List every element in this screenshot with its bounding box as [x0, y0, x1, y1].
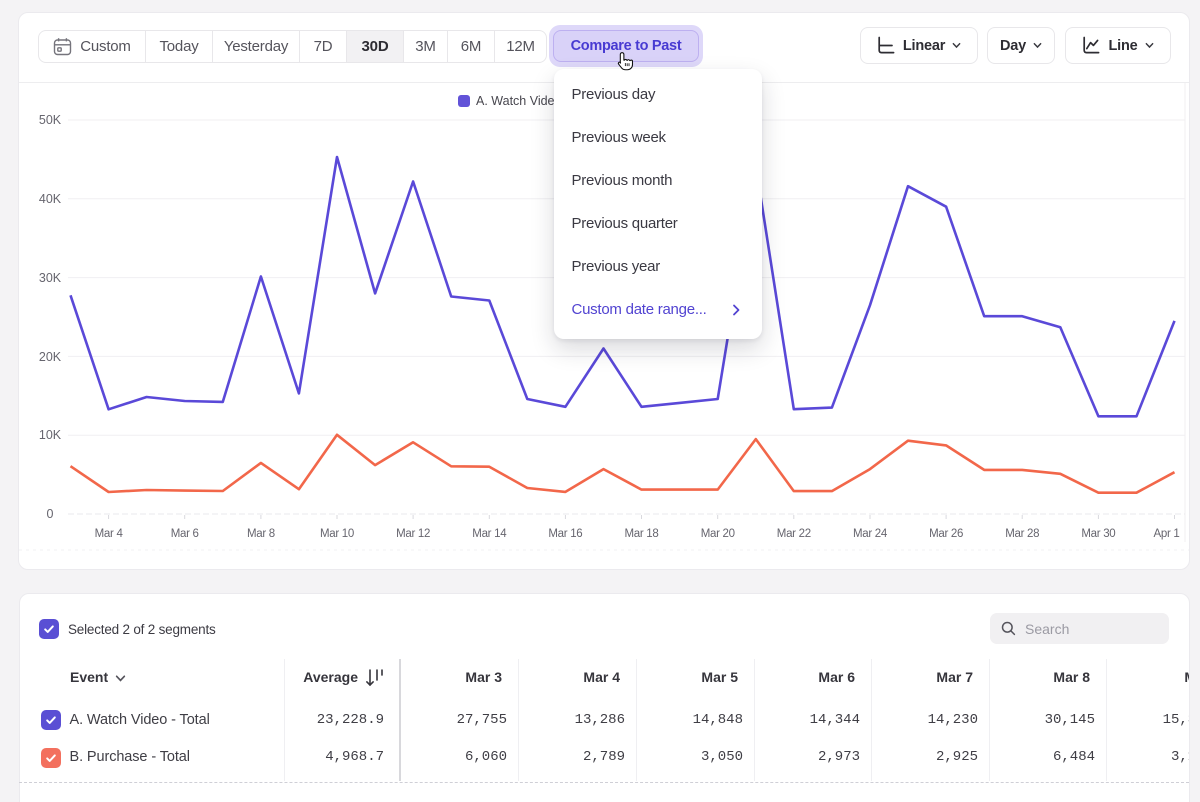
svg-text:Mar 14: Mar 14	[472, 528, 507, 540]
svg-text:Apr 1: Apr 1	[1154, 528, 1180, 540]
svg-text:20K: 20K	[39, 350, 62, 364]
svg-text:Mar 18: Mar 18	[625, 528, 659, 540]
svg-text:40K: 40K	[39, 192, 62, 206]
svg-text:Mar 4: Mar 4	[95, 528, 124, 540]
svg-text:Mar 22: Mar 22	[777, 528, 811, 540]
svg-text:Mar 16: Mar 16	[548, 528, 582, 540]
svg-text:Mar 24: Mar 24	[853, 528, 888, 540]
svg-text:10K: 10K	[39, 428, 62, 442]
svg-text:Mar 20: Mar 20	[701, 528, 735, 540]
svg-text:Mar 8: Mar 8	[247, 528, 275, 540]
svg-text:Mar 12: Mar 12	[396, 528, 430, 540]
svg-text:Mar 30: Mar 30	[1081, 528, 1115, 540]
svg-text:50K: 50K	[39, 113, 62, 127]
svg-text:0: 0	[47, 507, 54, 521]
svg-text:Mar 6: Mar 6	[171, 528, 199, 540]
svg-text:Mar 28: Mar 28	[1005, 528, 1039, 540]
svg-text:Mar 10: Mar 10	[320, 528, 354, 540]
svg-text:Mar 26: Mar 26	[929, 528, 963, 540]
svg-text:30K: 30K	[39, 271, 62, 285]
